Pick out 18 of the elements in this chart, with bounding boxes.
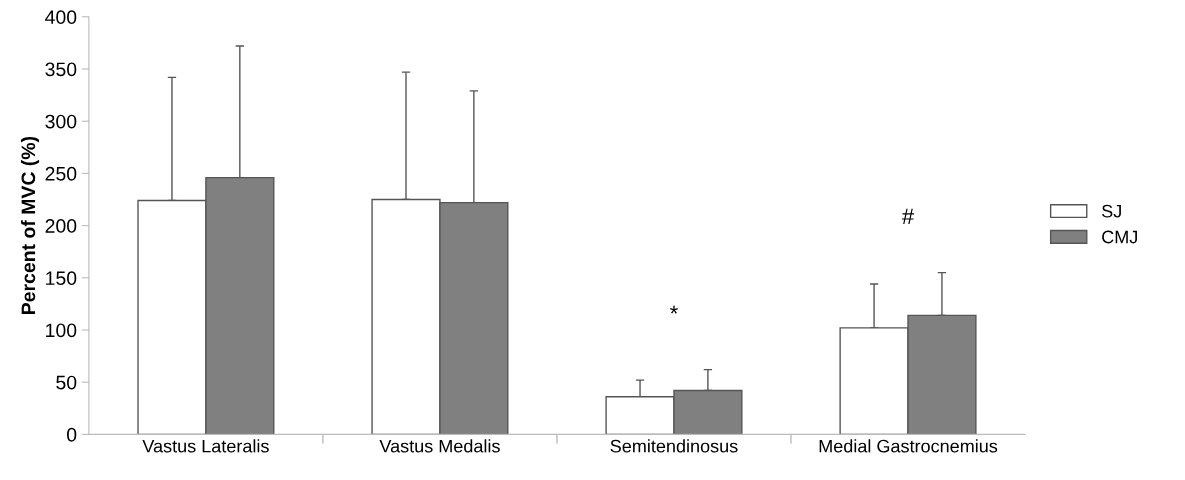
x-tick-label: Vastus Medalis — [379, 439, 500, 453]
y-tick-label: 50 — [56, 375, 77, 390]
y-tick-label: 150 — [46, 271, 77, 286]
y-axis-title: Percent of MVC (%) — [20, 136, 40, 314]
legend-label: CMJ — [1102, 230, 1137, 244]
x-tick-label: Vastus Lateralis — [142, 439, 269, 453]
annotation: # — [901, 208, 915, 225]
y-tick-label: 0 — [67, 427, 77, 442]
y-tick-label: 400 — [45, 10, 77, 25]
annotation: * — [670, 305, 678, 314]
y-tick-label: 350 — [45, 62, 77, 77]
y-tick-label: 200 — [45, 219, 77, 233]
y-tick-label: 300 — [45, 114, 77, 129]
legend-label: SJ — [1102, 204, 1121, 218]
y-tick-label: 100 — [46, 323, 77, 338]
x-tick-label: Medial Gastrocnemius — [819, 439, 998, 453]
x-tick-label: Semitendinosus — [610, 439, 738, 453]
y-tick-label: 250 — [45, 166, 77, 181]
